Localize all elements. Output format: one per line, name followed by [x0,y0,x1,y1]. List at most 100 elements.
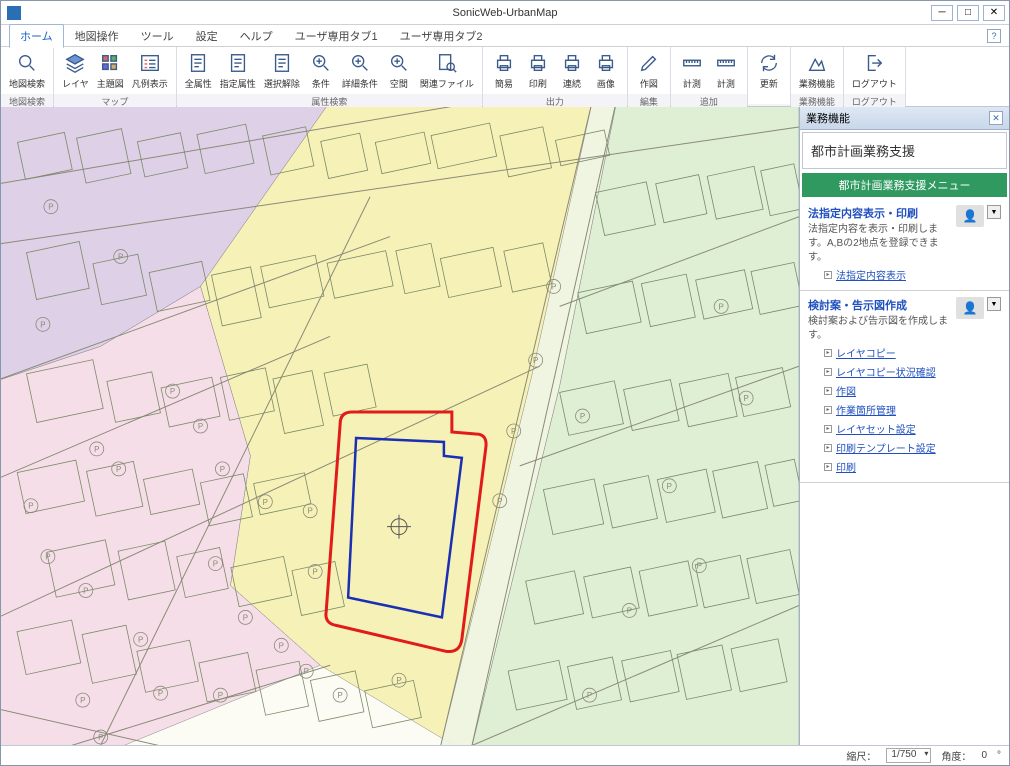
svg-text:P: P [94,445,99,454]
panel-link-1-0[interactable]: レイヤコピー [836,345,896,360]
titlebar: SonicWeb-UrbanMap ─ □ ✕ [1,1,1009,25]
menu-tab-4[interactable]: ヘルプ [229,24,284,48]
ribbon-業務機能[interactable]: 業務機能 [795,49,839,92]
ribbon-地図検索[interactable]: 地図検索 [5,49,49,92]
ribbon-計測[interactable]: 計測 [709,49,743,92]
ribbon-詳細条件[interactable]: 詳細条件 [338,49,382,92]
window-title: SonicWeb-UrbanMap [453,7,558,19]
panel-section-desc-0: 法指定内容を表示・印刷します。A,Bの2地点を登録できます。 [808,223,950,265]
svg-text:P: P [218,691,223,700]
print-icon [594,51,618,75]
svg-text:P: P [118,253,123,262]
doc-icon [186,51,210,75]
svg-text:P: P [551,282,556,291]
ribbon-label: 更新 [760,77,778,90]
ribbon-label: レイヤ [62,77,89,90]
ribbon-label: 関連ファイル [420,77,474,90]
angle-deg: ° [997,750,1001,761]
ribbon-レイヤ[interactable]: レイヤ [58,49,93,92]
zoom-icon [348,51,372,75]
ribbon-指定属性[interactable]: 指定属性 [216,49,260,92]
ribbon-label: 指定属性 [220,77,256,90]
section-dropdown[interactable]: ▼ [987,205,1001,219]
ribbon-label: 画像 [597,77,615,90]
ribbon-空間[interactable]: 空間 [382,49,416,92]
ribbon-ログアウト[interactable]: ログアウト [848,49,901,92]
svg-text:P: P [304,667,309,676]
ruler-icon [714,51,738,75]
print-icon [526,51,550,75]
angle-label: 角度： [941,748,971,763]
panel-link-1-5[interactable]: 印刷テンプレート設定 [836,440,936,455]
menu-tab-6[interactable]: ユーザ専用タブ2 [389,24,494,48]
bullet-icon: ▸ [824,271,832,279]
panel-link-1-3[interactable]: 作業箇所管理 [836,402,896,417]
ribbon-label: 簡易 [495,77,513,90]
svg-text:P: P [28,502,33,511]
status-bar: 縮尺： 1/750 角度： 0 ° [1,745,1009,765]
svg-text:P: P [337,691,342,700]
panel-section-desc-1: 検討案および告示図を作成します。 [808,315,950,343]
ribbon-計測[interactable]: 計測 [675,49,709,92]
ribbon-作図[interactable]: 作図 [632,49,666,92]
bullet-icon: ▸ [824,406,832,414]
panel-header-title: 業務機能 [806,110,850,126]
grid-icon [98,51,122,75]
svg-text:P: P [396,676,401,685]
menu-tab-5[interactable]: ユーザ専用タブ1 [284,24,389,48]
svg-text:P: P [697,562,702,571]
panel-close-button[interactable]: ✕ [989,111,1003,125]
logout-icon [862,51,886,75]
panel-section-title-1: 検討案・告示図作成 [808,297,950,313]
ribbon-簡易[interactable]: 簡易 [487,49,521,92]
print-icon [560,51,584,75]
bullet-icon: ▸ [824,444,832,452]
ribbon-凡例表示[interactable]: 凡例表示 [128,49,172,92]
panel-menu-header: 都市計画業務支援メニュー [802,173,1007,197]
maximize-button[interactable]: □ [957,5,979,21]
biz-icon [805,51,829,75]
zoom-icon [387,51,411,75]
map-canvas[interactable]: PPPPPPPPPPPPPPPPPPPPPPPPPPPPPPPPPPPP [1,107,799,745]
scale-select[interactable]: 1/750 [886,748,931,763]
panel-link-1-2[interactable]: 作図 [836,383,856,398]
doc-icon [270,51,294,75]
panel-link-1-6[interactable]: 印刷 [836,459,856,474]
menu-bar: ホーム地図操作ツール設定ヘルプユーザ専用タブ1ユーザ専用タブ2 ? [1,25,1009,47]
bullet-icon: ▸ [824,425,832,433]
ribbon-連続[interactable]: 連続 [555,49,589,92]
ribbon-条件[interactable]: 条件 [304,49,338,92]
panel-link-0-0[interactable]: 法指定内容表示 [836,267,906,282]
svg-text:P: P [98,733,103,742]
ribbon-全属性[interactable]: 全属性 [181,49,216,92]
close-button[interactable]: ✕ [983,5,1005,21]
ribbon-選択解除[interactable]: 選択解除 [260,49,304,92]
svg-text:P: P [533,356,538,365]
scale-label: 縮尺： [846,748,876,763]
zoom-icon [309,51,333,75]
svg-text:P: P [213,560,218,569]
ribbon-toolbar: 地図検索地図検索レイヤ主題図凡例表示マップ全属性指定属性選択解除条件詳細条件空間… [1,47,1009,107]
help-icon[interactable]: ? [987,29,1001,43]
bullet-icon: ▸ [824,349,832,357]
svg-text:P: P [45,553,50,562]
ribbon-関連ファイル[interactable]: 関連ファイル [416,49,478,92]
menu-tab-2[interactable]: ツール [130,24,185,48]
section-dropdown[interactable]: ▼ [987,297,1001,311]
svg-text:P: P [220,465,225,474]
menu-tab-3[interactable]: 設定 [185,24,229,48]
user-icon: 👤 [956,297,984,319]
ribbon-更新[interactable]: 更新 [752,49,786,102]
menu-tab-0[interactable]: ホーム [9,24,64,48]
svg-text:P: P [80,696,85,705]
panel-link-1-4[interactable]: レイヤセット設定 [836,421,916,436]
legend-icon [138,51,162,75]
ribbon-印刷[interactable]: 印刷 [521,49,555,92]
print-icon [492,51,516,75]
minimize-button[interactable]: ─ [931,5,953,21]
ribbon-主題図[interactable]: 主題図 [93,49,128,92]
ribbon-画像[interactable]: 画像 [589,49,623,92]
panel-link-1-1[interactable]: レイヤコピー状況確認 [836,364,936,379]
svg-text:P: P [279,641,284,650]
menu-tab-1[interactable]: 地図操作 [64,24,130,48]
